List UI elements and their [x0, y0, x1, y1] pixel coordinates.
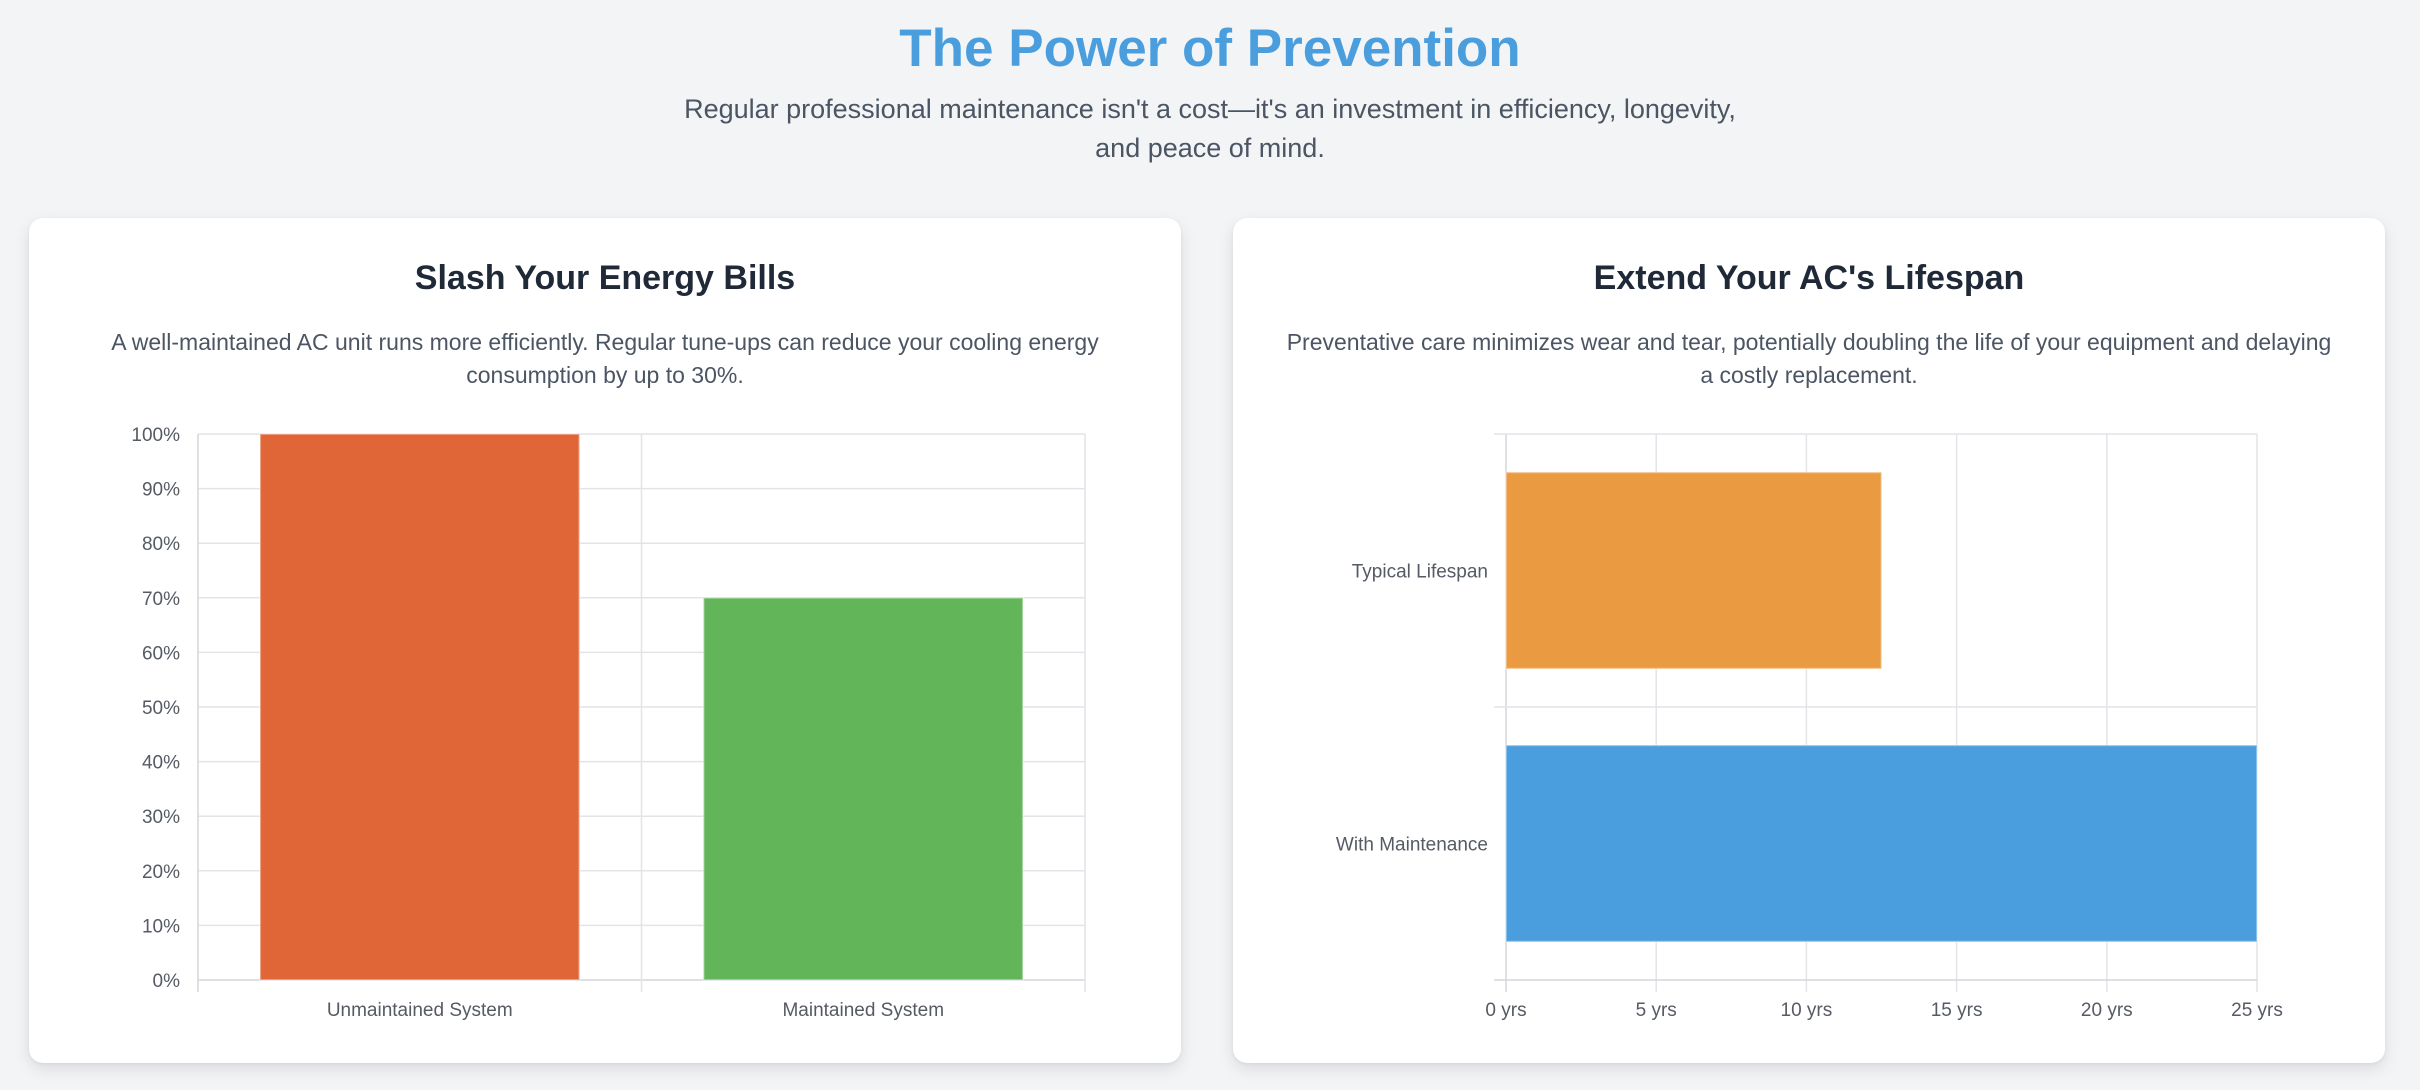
- x-tick-label: 15 yrs: [1931, 1000, 1983, 1021]
- y-tick-label: 0%: [153, 971, 181, 992]
- y-tick-label: 100%: [131, 425, 180, 446]
- x-tick-label: 10 yrs: [1781, 1000, 1833, 1021]
- lifespan-card-description: Preventative care minimizes wear and tea…: [1286, 329, 2332, 388]
- y-tick-label: 40%: [142, 753, 180, 774]
- energy-bar-chart: 0% 10% 20% 30% 40% 50% 60% 70% 80% 90% 100% Unmaint…: [131, 425, 1086, 1021]
- page-title: The Power of Prevention: [899, 19, 1521, 78]
- bar-with-maintenance: [1505, 744, 2258, 943]
- y-tick-label: With Maintenance: [1336, 835, 1488, 856]
- y-tick-label: 90%: [142, 480, 180, 501]
- x-tick-label: 25 yrs: [2231, 1000, 2283, 1021]
- lifespan-card-title: Extend Your AC's Lifespan: [1593, 259, 2025, 297]
- y-tick-label: 10%: [142, 916, 180, 937]
- x-tick-label: 5 yrs: [1636, 1000, 1677, 1021]
- y-tick-label: 80%: [142, 534, 180, 555]
- y-tick-label: 70%: [142, 589, 180, 610]
- bar-unmaintained-system: [259, 433, 581, 981]
- y-tick-label: 30%: [142, 807, 180, 828]
- y-tick-label: Typical Lifespan: [1352, 562, 1488, 583]
- y-tick-label: 60%: [142, 643, 180, 664]
- energy-bills-card: Slash Your Energy Bills A well-maintaine…: [29, 218, 1181, 1063]
- x-tick-label: 0 yrs: [1485, 1000, 1526, 1021]
- lifespan-bar-chart: 0 yrs 5 yrs 10 yrs 15 yrs 20 yrs 25 yrs Typica…: [1336, 433, 2283, 1021]
- energy-card-description: A well-maintained AC unit runs more effi…: [111, 329, 1099, 388]
- x-tick-label: Maintained System: [782, 1000, 944, 1021]
- page-subtitle: Regular professional maintenance isn't a…: [684, 94, 1736, 163]
- y-tick-label: 50%: [142, 698, 180, 719]
- bar-typical-lifespan: [1505, 471, 1883, 670]
- x-tick-label: 20 yrs: [2081, 1000, 2133, 1021]
- y-tick-label: 20%: [142, 862, 180, 883]
- lifespan-card: Extend Your AC's Lifespan Preventative c…: [1233, 218, 2385, 1063]
- x-tick-label: Unmaintained System: [327, 1000, 513, 1021]
- energy-card-title: Slash Your Energy Bills: [414, 259, 796, 297]
- bar-maintained-system: [702, 596, 1024, 981]
